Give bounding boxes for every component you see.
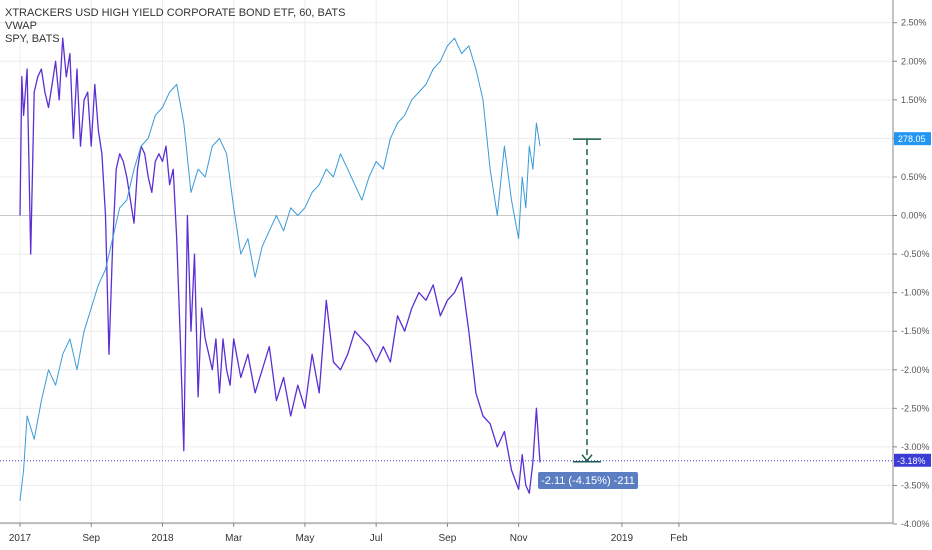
y-axis[interactable]: 2.50%2.00%1.50%1.00%0.50%0.00%-0.50%-1.0… <box>893 18 930 529</box>
legend-vwap[interactable]: VWAP <box>5 20 37 32</box>
y-tick-label: -0.50% <box>901 249 930 259</box>
legend-compare-symbol[interactable]: SPY, BATS <box>5 33 60 45</box>
y-tick-label: -4.00% <box>901 519 930 529</box>
price-badges: 278.05 -3.18% <box>894 132 931 467</box>
x-tick-label: 2018 <box>151 533 174 544</box>
y-tick-label: 0.50% <box>901 172 927 182</box>
y-tick-label: -2.00% <box>901 365 930 375</box>
x-tick-label: Feb <box>670 533 688 544</box>
chart-grid <box>0 0 893 525</box>
y-tick-label: -3.50% <box>901 480 930 490</box>
y-tick-label: -1.50% <box>901 326 930 336</box>
compare-last-badge-bg <box>894 132 931 146</box>
measure-tool[interactable]: -2.11 (-4.15%) -211 <box>538 138 638 489</box>
y-tick-label: -2.50% <box>901 403 930 413</box>
x-tick-label: Sep <box>82 533 100 544</box>
chart-legend: XTRACKERS USD HIGH YIELD CORPORATE BOND … <box>5 7 345 46</box>
series-line-main[interactable] <box>19 37 541 494</box>
y-tick-label: 2.00% <box>901 56 927 66</box>
main-last-badge-bg <box>894 453 931 467</box>
measure-label-background <box>538 472 638 489</box>
compare-last-badge: 278.05 <box>898 134 926 144</box>
y-tick-label: -1.00% <box>901 288 930 298</box>
measure-arrow-icon <box>581 454 593 462</box>
measure-label: -2.11 (-4.15%) -211 <box>541 475 635 487</box>
x-tick-label: Mar <box>225 533 243 544</box>
y-tick-label: 0.00% <box>901 211 927 221</box>
x-tick-label: Jul <box>370 533 383 544</box>
x-tick-label: Sep <box>438 533 456 544</box>
y-tick-label: 1.50% <box>901 95 927 105</box>
x-axis[interactable]: 2017 Sep 2018 Mar May Jul Sep Nov 2019 Feb <box>9 523 688 544</box>
y-tick-label: -3.00% <box>901 442 930 452</box>
main-last-badge: -3.18% <box>897 456 926 466</box>
legend-main-symbol[interactable]: XTRACKERS USD HIGH YIELD CORPORATE BOND … <box>5 7 346 19</box>
series-line-compare[interactable] <box>19 37 541 501</box>
x-tick-label: May <box>295 533 314 544</box>
x-tick-label: Nov <box>510 533 528 544</box>
y-tick-label: 2.50% <box>901 18 927 28</box>
x-tick-label: 2019 <box>611 533 634 544</box>
chart-series <box>19 37 541 501</box>
x-tick-label: 2017 <box>9 533 32 544</box>
